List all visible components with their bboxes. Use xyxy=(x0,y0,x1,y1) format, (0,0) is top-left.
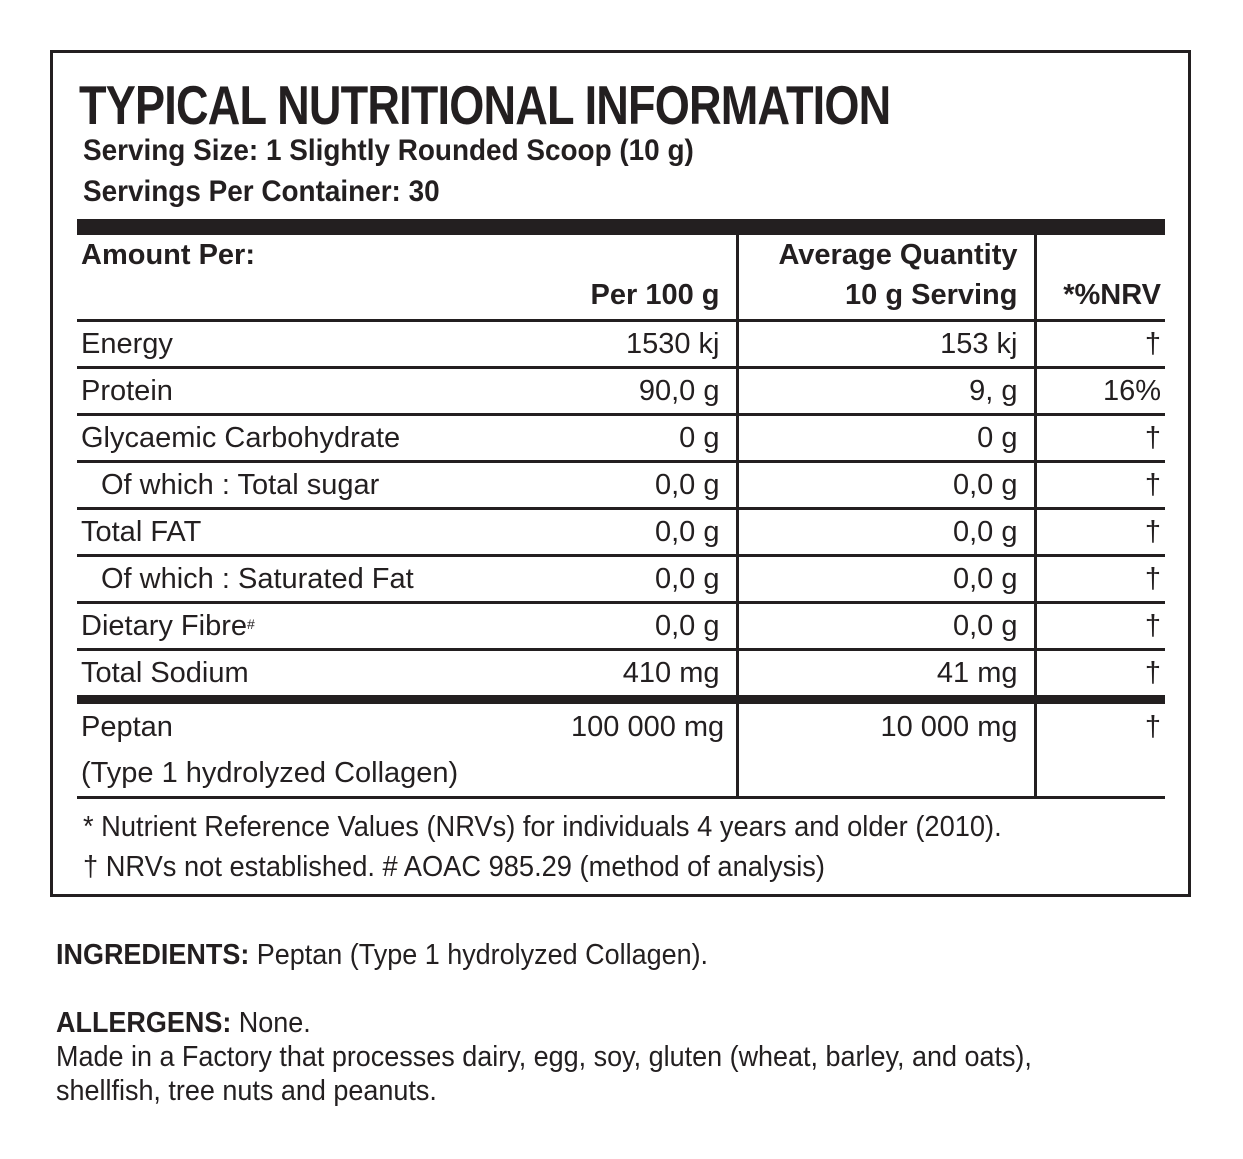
serving-size: Serving Size: 1 Slightly Rounded Scoop (… xyxy=(83,134,694,167)
table-row: Energy 1530 kj 153 kj † xyxy=(77,320,1165,369)
table-row: Protein 90,0 g 9, g 16% xyxy=(77,367,1165,416)
thick-divider xyxy=(77,219,1165,235)
per-serving-value: 153 kj xyxy=(735,320,1035,369)
nutrition-panel: TYPICAL NUTRITIONAL INFORMATION Serving … xyxy=(50,50,1191,897)
per-100g-value: 0,0 g xyxy=(567,602,737,651)
nrv-value: † xyxy=(1033,414,1165,463)
nrv-value: † xyxy=(1033,461,1165,510)
nrv-value: † xyxy=(1033,699,1165,799)
per-100g-value: 0 g xyxy=(567,414,737,463)
nutrient-name: Dietary Fibre xyxy=(81,610,247,642)
per-serving-value: 0,0 g xyxy=(735,508,1035,557)
header-amount-per: Amount Per: xyxy=(77,235,567,322)
nutrition-table: Amount Per: Per 100 g Average Quantity 1… xyxy=(77,235,1165,799)
per-100g-value: 1530 kj xyxy=(567,320,737,369)
allergens-label: ALLERGENS: xyxy=(56,1007,232,1039)
per-serving-value: 41 mg xyxy=(735,649,1035,704)
table-row: Glycaemic Carbohydrate 0 g 0 g † xyxy=(77,414,1165,463)
nutrient-name: Protein xyxy=(77,367,567,416)
header-per-100g: Per 100 g xyxy=(567,235,737,322)
header-nrv: *%NRV xyxy=(1033,235,1165,322)
per-serving-value: 0 g xyxy=(735,414,1035,463)
nutrient-name: Of which : Total sugar xyxy=(77,461,567,510)
footnote-marker: # xyxy=(247,616,255,632)
per-serving-value: 10 000 mg xyxy=(735,699,1035,799)
nutrient-name: Of which : Saturated Fat xyxy=(77,555,567,604)
ingredients: INGREDIENTS: Peptan (Type 1 hydrolyzed C… xyxy=(56,938,708,972)
nrv-value: † xyxy=(1033,320,1165,369)
nutrient-subname: (Type 1 hydrolyzed Collagen) xyxy=(81,757,459,789)
nutrient-name: Peptan xyxy=(81,711,173,743)
table-row: Of which : Total sugar 0,0 g 0,0 g † xyxy=(77,461,1165,510)
nutrient-name: Total FAT xyxy=(77,508,567,557)
nrv-value: 16% xyxy=(1033,367,1165,416)
per-serving-value: 0,0 g xyxy=(735,602,1035,651)
nutrient-name: Energy xyxy=(77,320,567,369)
factory-note-line1: Made in a Factory that processes dairy, … xyxy=(56,1041,1032,1073)
allergens-text: None. xyxy=(231,1007,311,1039)
nutrient-name: Total Sodium xyxy=(77,649,567,704)
per-100g-value: 410 mg xyxy=(567,649,737,704)
table-row: Total Sodium 410 mg 41 mg † xyxy=(77,649,1165,704)
per-serving-value: 0,0 g xyxy=(735,461,1035,510)
per-100g-value: 90,0 g xyxy=(567,367,737,416)
per-100g-value: 0,0 g xyxy=(567,461,737,510)
allergens: ALLERGENS: None. xyxy=(56,1006,311,1040)
servings-per-container: Servings Per Container: 30 xyxy=(83,175,440,208)
nutrient-name-cell: Dietary Fibre# xyxy=(77,602,567,651)
ingredients-label: INGREDIENTS: xyxy=(56,939,250,971)
nrv-value: † xyxy=(1033,555,1165,604)
per-100g-value: 0,0 g xyxy=(567,555,737,604)
table-row: Peptan (Type 1 hydrolyzed Collagen) 100 0… xyxy=(77,699,1165,799)
panel-title: TYPICAL NUTRITIONAL INFORMATION xyxy=(79,74,891,136)
table-header-row: Amount Per: Per 100 g Average Quantity 1… xyxy=(77,235,1165,322)
per-serving-value: 9, g xyxy=(735,367,1035,416)
footnote-dagger: † NRVs not established. # AOAC 985.29 (m… xyxy=(83,851,825,883)
header-average-quantity: Average Quantity 10 g Serving xyxy=(735,235,1035,322)
per-serving-value: 0,0 g xyxy=(735,555,1035,604)
nutrient-name-cell: Peptan (Type 1 hydrolyzed Collagen) xyxy=(77,699,567,799)
nrv-value: † xyxy=(1033,508,1165,557)
nrv-value: † xyxy=(1033,649,1165,704)
nutrient-name: Glycaemic Carbohydrate xyxy=(77,414,567,463)
nrv-value: † xyxy=(1033,602,1165,651)
table-row: Of which : Saturated Fat 0,0 g 0,0 g † xyxy=(77,555,1165,604)
factory-note-line2: shellfish, tree nuts and peanuts. xyxy=(56,1075,437,1107)
ingredients-text: Peptan (Type 1 hydrolyzed Collagen). xyxy=(249,939,709,971)
per-100g-value: 100 000 mg xyxy=(567,699,737,799)
footnote-nrv: * Nutrient Reference Values (NRVs) for i… xyxy=(83,811,1002,843)
table-row: Total FAT 0,0 g 0,0 g † xyxy=(77,508,1165,557)
table-row: Dietary Fibre# 0,0 g 0,0 g † xyxy=(77,602,1165,651)
per-100g-value: 0,0 g xyxy=(567,508,737,557)
